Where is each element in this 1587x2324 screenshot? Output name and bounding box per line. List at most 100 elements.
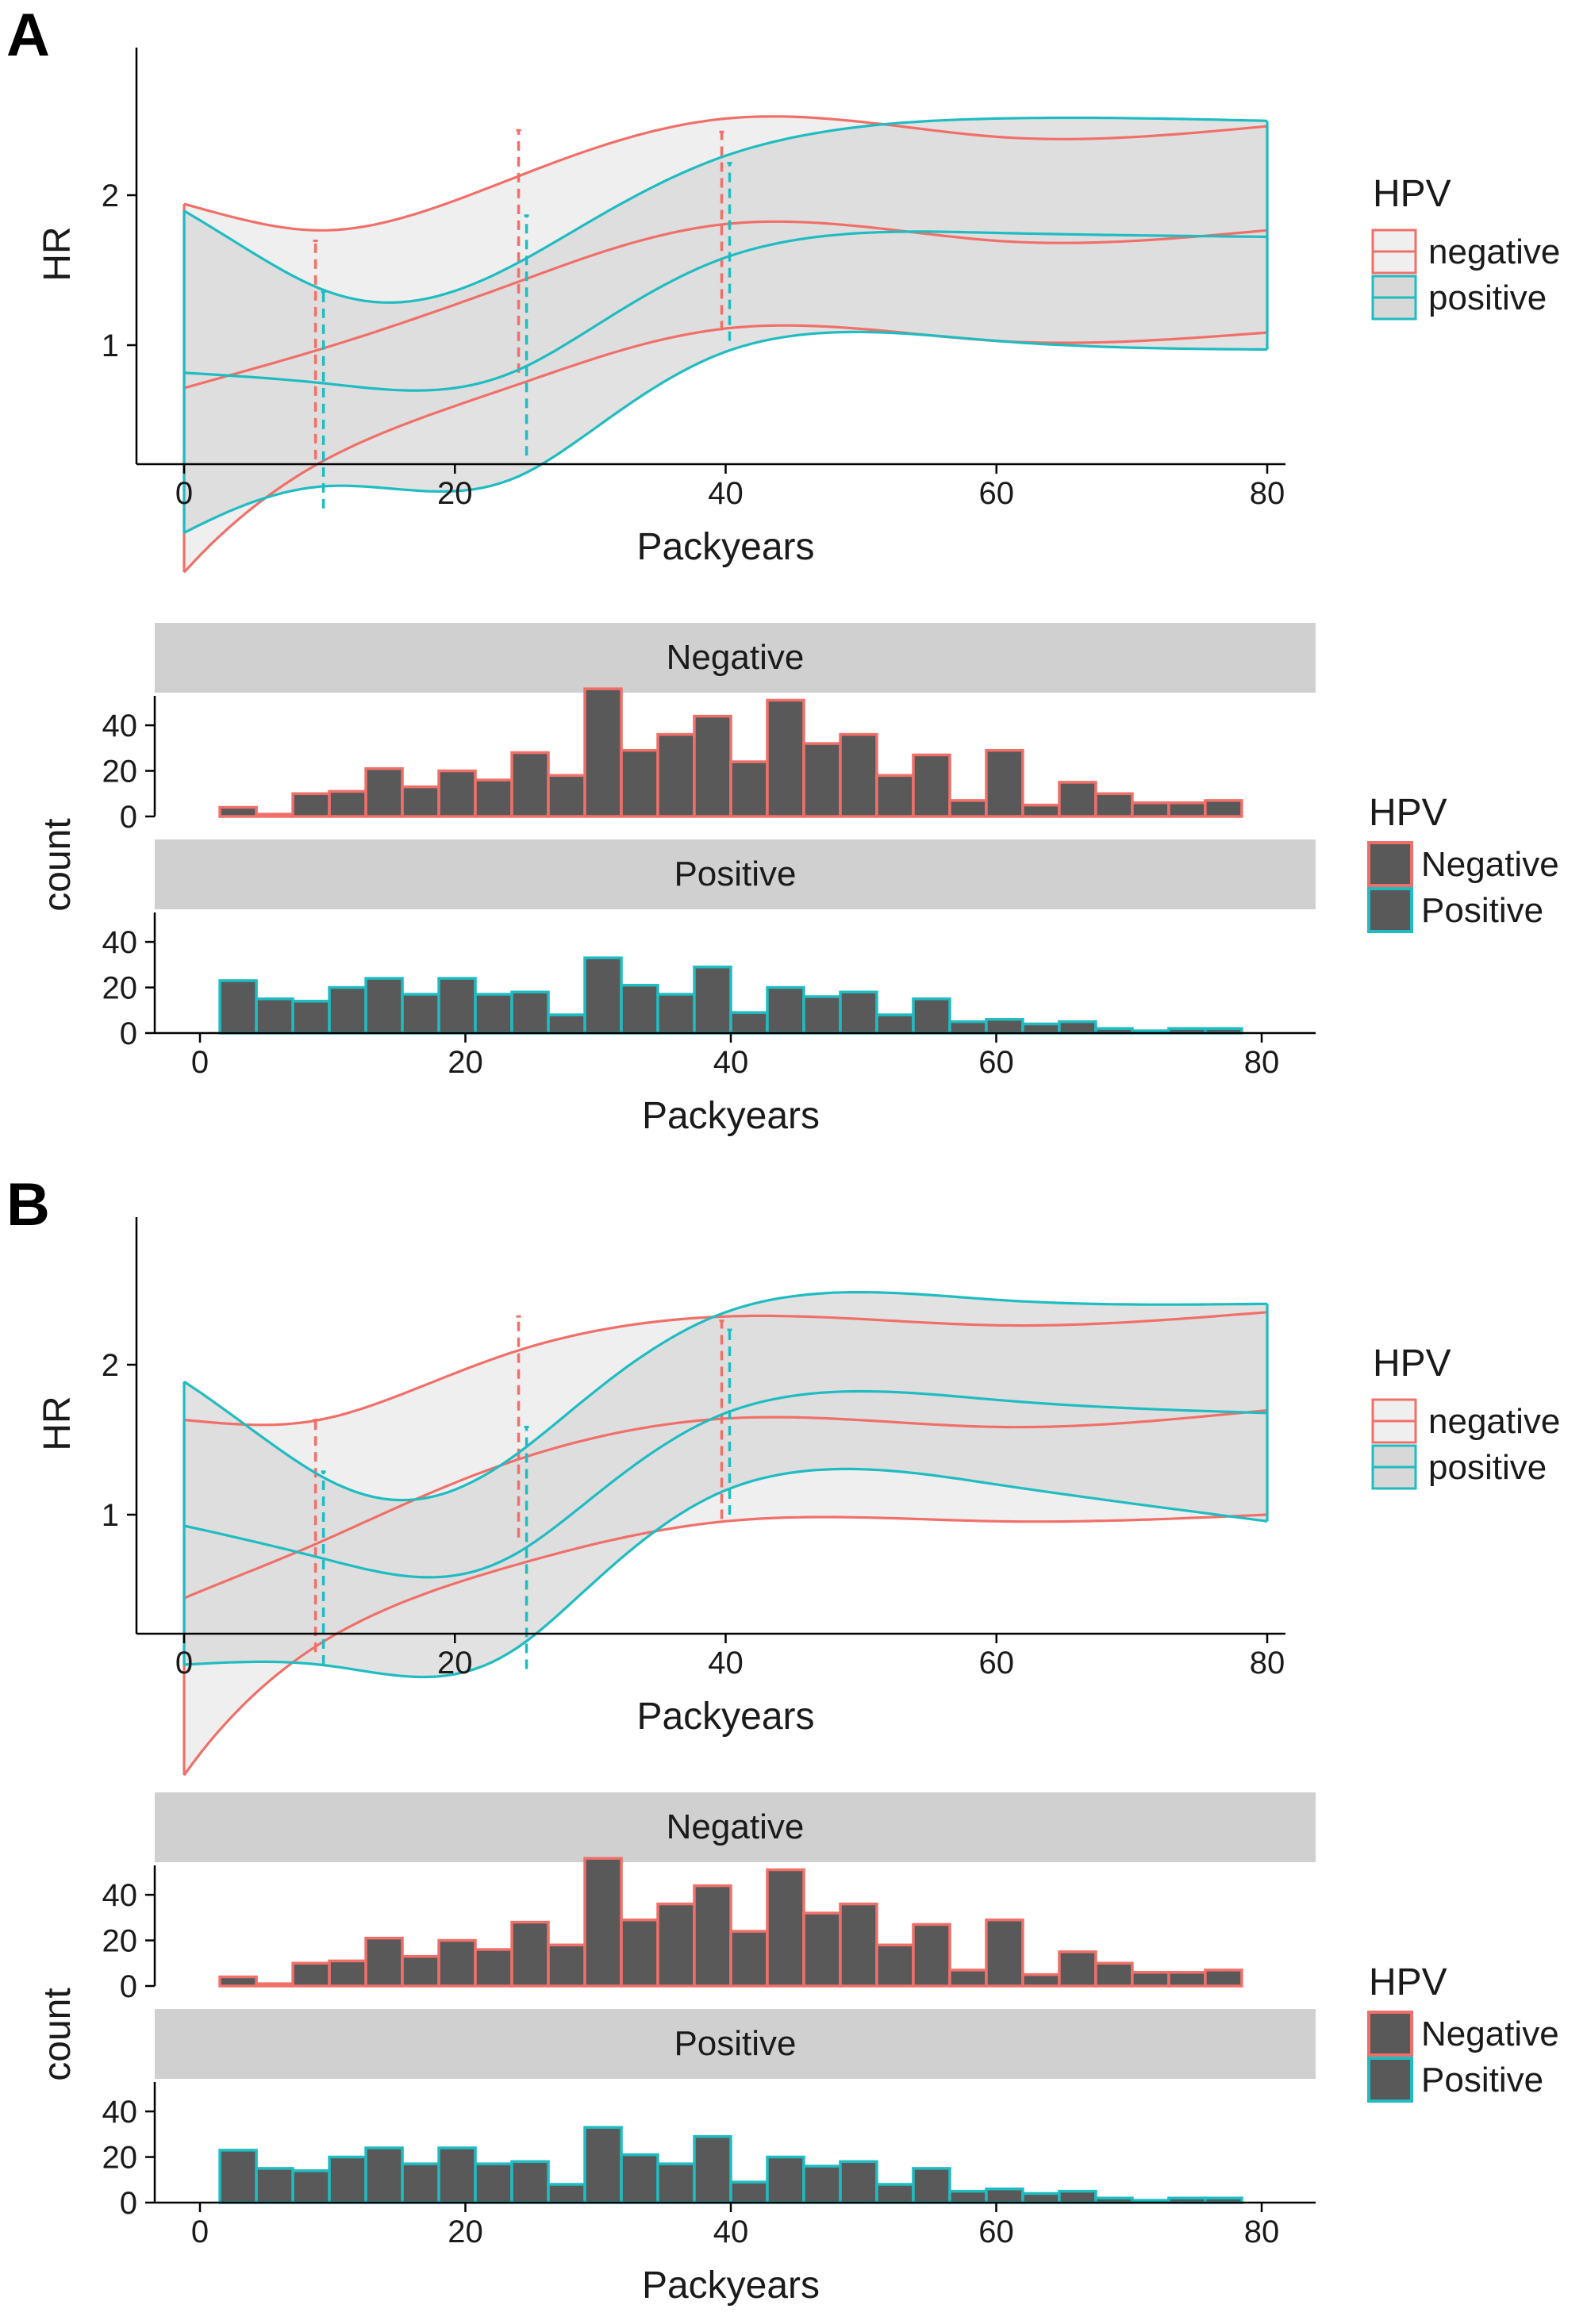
x-tick-label: 80 bbox=[1250, 476, 1285, 511]
y-tick-label: 2 bbox=[102, 179, 119, 213]
legend-label-positive: positive bbox=[1428, 278, 1547, 317]
histogram-bar bbox=[656, 2162, 696, 2204]
legend-key-negative bbox=[1367, 841, 1413, 887]
histogram-bar bbox=[255, 1982, 294, 1988]
histogram-bar bbox=[802, 742, 842, 818]
histogram-bar bbox=[291, 792, 331, 818]
histogram-bar bbox=[948, 1020, 988, 1035]
hr-chart-a: 0 20 40 60 80 1 2 Packyears HR HPV negative positiv… bbox=[37, 48, 1560, 574]
histogram-bar bbox=[328, 985, 367, 1035]
facet-strip-label: Positive bbox=[674, 855, 796, 893]
histogram-bar bbox=[328, 1959, 367, 1988]
x-tick-label: 20 bbox=[448, 1045, 483, 1080]
histogram-bar bbox=[1021, 803, 1061, 818]
histogram-bar bbox=[656, 732, 696, 818]
histogram-bar bbox=[547, 774, 586, 818]
histogram-bar bbox=[328, 789, 367, 818]
histogram-bar bbox=[802, 1911, 842, 1988]
histogram-bar bbox=[1167, 801, 1207, 818]
x-tick-label: 60 bbox=[979, 476, 1015, 511]
facet-strip-negative bbox=[155, 623, 1316, 693]
legend-title: HPV bbox=[1369, 792, 1447, 834]
legend-title: HPV bbox=[1373, 173, 1451, 215]
histogram-bar bbox=[401, 785, 440, 818]
legend-label-positive: positive bbox=[1428, 1448, 1547, 1487]
histogram-bar bbox=[948, 1969, 988, 1988]
x-tick-label: 0 bbox=[191, 2215, 209, 2249]
legend-label-positive: Positive bbox=[1421, 2061, 1543, 2099]
histogram-bar bbox=[510, 751, 550, 818]
histogram-a: Negative 0 20 40 Positive 0 20 40 0 20 40 60 80 Packy… bbox=[37, 623, 1559, 1137]
y-tick-label: 0 bbox=[120, 1016, 137, 1051]
x-tick-label: 80 bbox=[1250, 1646, 1285, 1681]
histogram-bar bbox=[510, 990, 550, 1035]
histogram-bar bbox=[1058, 781, 1097, 818]
histogram-bar bbox=[656, 993, 696, 1035]
histogram-bar bbox=[1094, 1961, 1134, 1988]
histogram-bar bbox=[620, 983, 659, 1035]
x-tick-label: 40 bbox=[713, 1045, 749, 1080]
histogram-bar bbox=[729, 1930, 769, 1988]
histogram-bar bbox=[547, 1013, 586, 1035]
negative-estimate-line bbox=[183, 220, 1268, 390]
legend-label-negative: negative bbox=[1428, 1402, 1560, 1441]
ci-band-positive bbox=[184, 1292, 1267, 1677]
histogram-bar bbox=[218, 979, 258, 1035]
histogram-bar bbox=[656, 1902, 696, 1988]
histogram-bar bbox=[839, 990, 878, 1035]
histogram-bar bbox=[547, 2183, 586, 2204]
y-tick-label: 2 bbox=[102, 1348, 119, 1383]
histogram-bar bbox=[1058, 2189, 1097, 2204]
histogram-bar bbox=[875, 2183, 915, 2204]
positive-lower-line bbox=[183, 1467, 1268, 1679]
histogram-bar bbox=[620, 748, 659, 818]
x-tick-label: 0 bbox=[191, 1045, 209, 1080]
x-tick-label: 20 bbox=[437, 476, 473, 511]
histogram-bar bbox=[583, 956, 623, 1035]
legend-label-positive: Positive bbox=[1421, 891, 1543, 930]
legend-label-negative: negative bbox=[1428, 232, 1560, 271]
y-tick-label: 40 bbox=[102, 1878, 138, 1913]
facet-strip-label: Negative bbox=[667, 638, 805, 677]
histogram-bar bbox=[620, 2153, 659, 2204]
negative-upper-line bbox=[183, 115, 1268, 232]
histogram-bar bbox=[474, 993, 513, 1035]
histogram-bar bbox=[766, 985, 805, 1035]
histogram-bar bbox=[1204, 1969, 1243, 1988]
histogram-bar bbox=[875, 1013, 915, 1035]
histogram-bar bbox=[1058, 1950, 1097, 1988]
histogram-bar bbox=[1021, 2191, 1061, 2204]
y-tick-label: 40 bbox=[102, 925, 138, 960]
x-tick-label: 20 bbox=[437, 1646, 473, 1681]
histogram-bar bbox=[474, 778, 513, 818]
x-tick-label: 60 bbox=[978, 2215, 1014, 2249]
histogram-bar bbox=[401, 1954, 440, 1988]
y-tick-label: 20 bbox=[102, 755, 138, 789]
histogram-bar bbox=[255, 997, 294, 1035]
histogram-bar bbox=[291, 2169, 331, 2204]
x-axis-label: Packyears bbox=[636, 1696, 814, 1738]
x-tick-label: 80 bbox=[1244, 2215, 1280, 2249]
histogram-bar bbox=[948, 799, 988, 818]
histogram-bar bbox=[364, 1936, 404, 1988]
histogram-bar bbox=[912, 753, 951, 818]
histogram-bar bbox=[583, 1857, 623, 1988]
positive-lower-line bbox=[183, 330, 1268, 534]
negative-lower-line bbox=[183, 1513, 1268, 1777]
histogram-bar bbox=[1167, 1971, 1207, 1988]
histogram-bar bbox=[985, 1918, 1024, 1988]
legend-key-positive bbox=[1367, 887, 1413, 933]
x-tick-label: 0 bbox=[175, 476, 193, 511]
legend-title: HPV bbox=[1373, 1343, 1451, 1385]
histogram-bar bbox=[218, 1975, 258, 1988]
histogram-bar bbox=[729, 1011, 769, 1035]
histogram-bar bbox=[1021, 1973, 1061, 1988]
histogram-bar bbox=[766, 2155, 805, 2204]
legend-key-negative bbox=[1367, 2011, 1413, 2057]
histogram-bar bbox=[437, 977, 477, 1035]
histogram-bar bbox=[802, 2165, 842, 2204]
facet-strip-positive bbox=[155, 839, 1316, 909]
x-axis-label: Packyears bbox=[642, 2264, 820, 2307]
negative-lower-line bbox=[183, 324, 1268, 574]
histogram-bar bbox=[474, 1948, 513, 1988]
